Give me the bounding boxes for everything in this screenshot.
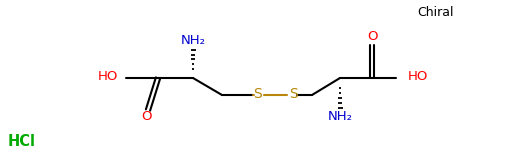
Text: O: O (367, 31, 377, 44)
Text: NH₂: NH₂ (181, 33, 205, 47)
Text: S: S (253, 87, 262, 101)
Text: HCl: HCl (8, 135, 36, 149)
Text: HO: HO (98, 71, 118, 84)
Text: HO: HO (408, 71, 429, 84)
Text: O: O (141, 111, 151, 124)
Text: NH₂: NH₂ (328, 109, 352, 123)
Text: Chiral: Chiral (417, 5, 453, 19)
Text: S: S (289, 87, 297, 101)
